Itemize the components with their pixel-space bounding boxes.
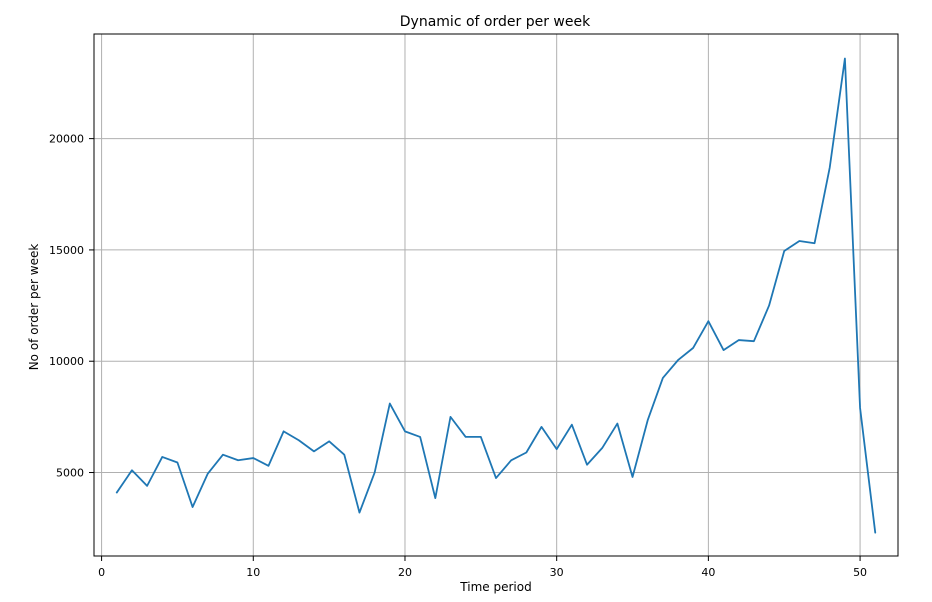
x-tick-label: 50 bbox=[853, 566, 867, 579]
x-tick-label: 10 bbox=[246, 566, 260, 579]
x-tick-label: 40 bbox=[701, 566, 715, 579]
x-axis-label: Time period bbox=[459, 580, 531, 594]
x-tick-label: 20 bbox=[398, 566, 412, 579]
series-line-1 bbox=[115, 57, 877, 534]
y-tick-label: 20000 bbox=[49, 133, 84, 146]
y-grid bbox=[94, 138, 898, 474]
y-tick-label: 15000 bbox=[49, 244, 84, 257]
chart-title: Dynamic of order per week bbox=[400, 14, 591, 30]
x-tick-label: 0 bbox=[98, 566, 105, 579]
x-tick-label: 30 bbox=[550, 566, 564, 579]
series-group bbox=[115, 57, 877, 534]
y-axis-ticks: 5000 10000 15000 20000 bbox=[49, 133, 94, 480]
plot-frame bbox=[93, 33, 899, 557]
y-tick-label: 10000 bbox=[49, 355, 84, 368]
y-tick-label: 5000 bbox=[56, 467, 84, 480]
x-axis-ticks: 0 10 20 30 40 50 bbox=[98, 556, 867, 579]
y-axis-label: No of order per week bbox=[27, 244, 41, 371]
x-grid bbox=[101, 34, 861, 556]
